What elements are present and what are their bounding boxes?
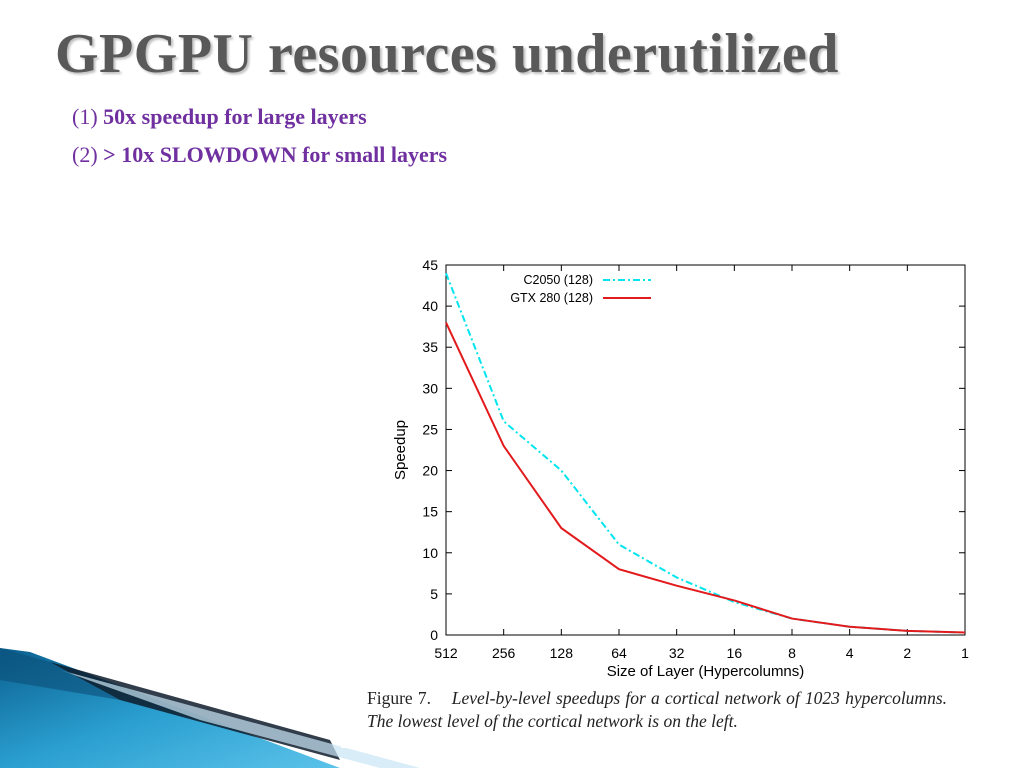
x-tick-label: 16 [727,645,743,661]
caption-label: Figure 7. [367,688,432,708]
figure-panel: 0 5 10 15 20 25 30 35 40 45 512 256 128 64 32 16 8 4 2 1 Siz… [341,250,984,748]
x-tick-label: 8 [788,645,796,661]
plot-frame [445,264,966,636]
speedup-line-chart: 0 5 10 15 20 25 30 35 40 45 512 256 128 64 32 16 8 4 2 1 Siz… [392,257,969,680]
y-tick-label: 35 [422,339,438,355]
y-tick-label: 30 [422,380,438,396]
bullet-number: (1) [72,104,98,129]
bullet-text: > 10x SLOWDOWN for small layers [103,142,448,167]
x-tick-label: 32 [669,645,685,661]
legend-label: GTX 280 (128) [510,291,593,305]
y-tick-label: 10 [422,545,438,561]
x-tick-label: 256 [492,645,516,661]
y-tick-label: 0 [430,627,438,643]
y-tick-label: 5 [430,586,438,602]
legend-label: C2050 (128) [524,273,594,287]
x-tick-label: 1 [961,645,969,661]
bullet-text: 50x speedup for large layers [103,104,367,129]
y-axis-label: Speedup [392,420,409,480]
y-tick-label: 15 [422,504,438,520]
x-tick-label: 128 [550,645,574,661]
figure-caption: Figure 7. Level-by-level speedups for a … [367,687,947,733]
x-tick-label: 2 [903,645,911,661]
caption-text: Level-by-level speedups for a cortical n… [367,688,947,731]
y-tick-label: 20 [422,463,438,479]
series-line-0 [445,272,966,634]
bullet-number: (2) [72,142,98,167]
x-axis-label: Size of Layer (Hypercolumns) [607,663,805,680]
y-tick-label: 45 [422,257,438,273]
bullet-item: (1) 50x speedup for large layers [72,104,367,130]
x-tick-label: 64 [611,645,627,661]
y-tick-label: 25 [422,421,438,437]
series-line-1 [445,322,966,634]
decorative-swoosh [0,648,420,768]
bullet-item: (2) > 10x SLOWDOWN for small layers [72,142,447,168]
x-tick-label: 4 [846,645,854,661]
x-tick-label: 512 [434,645,458,661]
slide-title: GPGPU resources underutilized [55,23,839,85]
y-tick-label: 40 [422,298,438,314]
